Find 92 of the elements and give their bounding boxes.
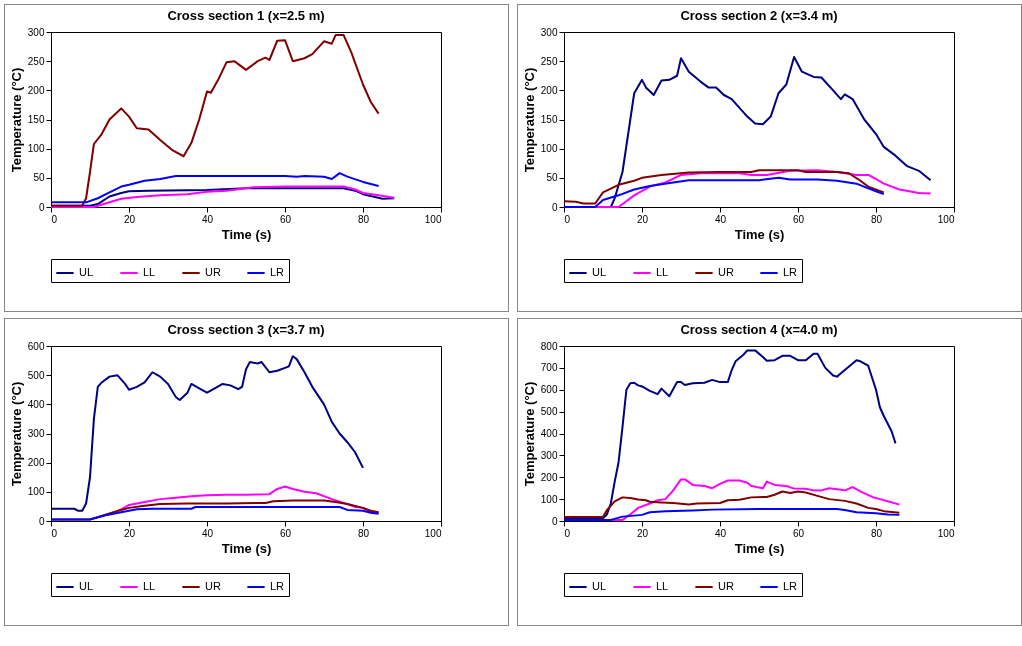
y-tick-label: 200 <box>27 457 45 469</box>
x-tick-label: 100 <box>937 213 955 225</box>
chart-title: Cross section 1 (x=2.5 m) <box>167 8 325 23</box>
y-tick-label: 100 <box>27 486 45 498</box>
x-tick-label: 80 <box>357 213 370 225</box>
y-axis-title: Temperature (°C) <box>521 381 537 487</box>
x-tick-label: 0 <box>51 527 58 539</box>
x-tick-label: 0 <box>564 213 571 225</box>
y-tick-label: 0 <box>551 515 558 527</box>
legend-label: UL <box>592 266 607 278</box>
x-tick-label: 100 <box>424 213 442 225</box>
y-tick-label: 150 <box>27 114 45 125</box>
y-axis-title: Temperature (°C) <box>8 67 24 173</box>
x-tick-label: 60 <box>792 213 805 225</box>
x-tick-label: 100 <box>937 527 955 539</box>
y-tick-label: 100 <box>540 143 558 155</box>
chart-title: Cross section 3 (x=3.7 m) <box>167 322 325 337</box>
y-tick-label: 600 <box>27 340 45 352</box>
line-series <box>563 490 901 519</box>
x-tick-label: 60 <box>279 527 292 539</box>
legend-label: LR <box>783 580 798 592</box>
line-series <box>563 169 885 205</box>
legend-label: UL <box>79 580 94 592</box>
y-tick-label: 500 <box>27 369 45 381</box>
line-series <box>50 506 380 521</box>
x-tick-label: 40 <box>201 213 214 225</box>
line-series <box>50 33 380 207</box>
y-tick-label: 300 <box>27 26 45 38</box>
y-tick-label: 250 <box>540 55 558 67</box>
y-axis-title: Temperature (°C) <box>8 381 24 487</box>
y-tick-label: 300 <box>540 26 558 38</box>
y-tick-label: 600 <box>540 384 558 396</box>
x-axis-title: Time (s) <box>734 540 785 556</box>
legend-label: UR <box>205 266 221 278</box>
legend-label: LL <box>656 580 669 592</box>
y-tick-label: 0 <box>38 201 45 213</box>
x-tick-label: 60 <box>792 527 805 539</box>
x-tick-label: 80 <box>870 213 883 225</box>
line-series <box>609 56 932 208</box>
y-tick-label: 150 <box>540 114 558 125</box>
x-tick-label: 40 <box>201 527 214 539</box>
legend-label: LR <box>270 580 285 592</box>
x-tick-label: 80 <box>870 527 883 539</box>
x-tick-label: 0 <box>564 527 571 539</box>
y-tick-label: 800 <box>540 340 558 352</box>
x-tick-label: 20 <box>123 527 136 539</box>
x-tick-label: 20 <box>123 213 136 225</box>
legend-label: UR <box>718 580 734 592</box>
legend-label: LL <box>656 266 669 278</box>
x-axis-title: Time (s) <box>221 226 272 242</box>
line-series <box>563 507 901 521</box>
y-tick-label: 250 <box>27 55 45 67</box>
chart-title: Cross section 4 (x=4.0 m) <box>680 322 838 337</box>
x-tick-label: 20 <box>636 527 649 539</box>
legend-label: LL <box>143 266 156 278</box>
y-tick-label: 50 <box>546 172 558 184</box>
x-tick-label: 80 <box>357 527 370 539</box>
legend-label: LR <box>270 266 285 278</box>
line-series <box>563 176 885 208</box>
y-tick-label: 700 <box>540 362 558 374</box>
legend-label: LR <box>783 266 798 278</box>
x-tick-label: 40 <box>714 213 727 225</box>
y-tick-label: 300 <box>540 449 558 461</box>
legend-label: UL <box>592 580 607 592</box>
line-series <box>563 349 897 520</box>
y-axis-title: Temperature (°C) <box>521 67 537 173</box>
legend-label: UL <box>79 266 94 278</box>
x-tick-label: 20 <box>636 213 649 225</box>
chart-title: Cross section 2 (x=3.4 m) <box>680 8 838 23</box>
y-tick-label: 200 <box>27 84 45 96</box>
line-series <box>50 172 380 204</box>
y-tick-label: 100 <box>540 493 558 505</box>
x-axis-title: Time (s) <box>221 540 272 556</box>
x-tick-label: 60 <box>279 213 292 225</box>
legend-label: UR <box>718 266 734 278</box>
x-tick-label: 100 <box>424 527 442 539</box>
y-tick-label: 200 <box>540 84 558 96</box>
y-tick-label: 0 <box>38 515 45 527</box>
y-tick-label: 200 <box>540 471 558 483</box>
legend-label: UR <box>205 580 221 592</box>
y-tick-label: 300 <box>27 428 45 439</box>
legend-label: LL <box>143 580 156 592</box>
y-tick-label: 100 <box>27 143 45 155</box>
y-tick-label: 500 <box>540 406 558 418</box>
x-tick-label: 0 <box>51 213 58 225</box>
y-tick-label: 400 <box>540 428 558 439</box>
y-tick-label: 50 <box>33 172 45 184</box>
x-tick-label: 40 <box>714 527 727 539</box>
x-axis-title: Time (s) <box>734 226 785 242</box>
line-series <box>50 355 364 512</box>
y-tick-label: 400 <box>27 398 45 410</box>
y-tick-label: 0 <box>551 201 558 213</box>
